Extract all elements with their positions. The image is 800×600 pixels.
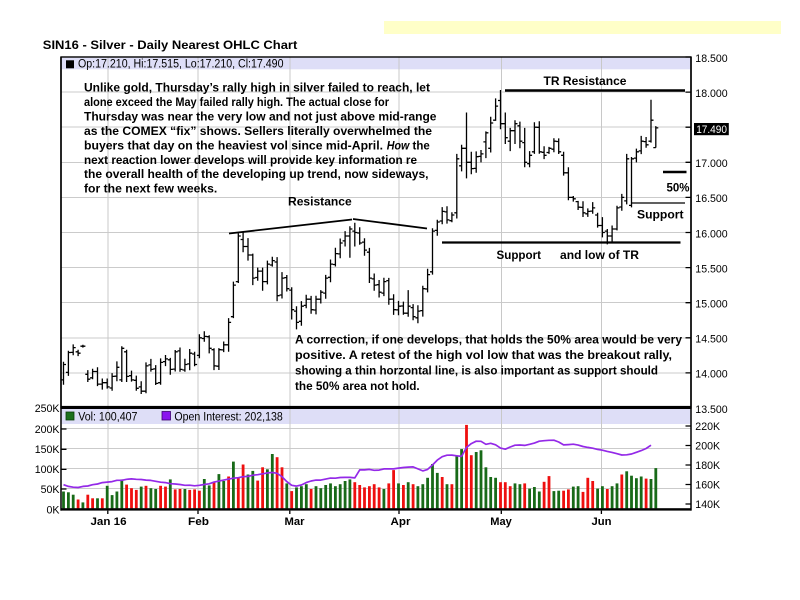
svg-text:Unlike gold, Thursday’s rally: Unlike gold, Thursday’s rally high in si… <box>84 81 430 95</box>
svg-text:next reaction lower develops w: next reaction lower develops will provid… <box>84 153 417 167</box>
svg-text:160K: 160K <box>695 479 720 491</box>
svg-text:Feb: Feb <box>188 516 209 528</box>
svg-text:16.500: 16.500 <box>695 193 728 205</box>
svg-text:250K: 250K <box>35 403 60 415</box>
svg-text:as the COMEX “fix” shows. Sel: as the COMEX “fix” shows. Sellers litera… <box>84 124 432 138</box>
svg-text:A correction, if one develops,: A correction, if one develops, that hold… <box>295 333 682 347</box>
svg-text:the: the <box>413 138 431 152</box>
svg-text:Open Interest: 202,138: Open Interest: 202,138 <box>174 411 282 423</box>
svg-text:18.500: 18.500 <box>695 53 728 65</box>
svg-text:Jan 16: Jan 16 <box>91 516 127 528</box>
svg-text:How: How <box>387 138 410 152</box>
svg-text:140K: 140K <box>695 499 720 511</box>
svg-text:Thursday was near the very low: Thursday was near the very low and not j… <box>84 109 437 123</box>
svg-text:TR Resistance: TR Resistance <box>544 74 627 88</box>
svg-text:for the next few weeks.: for the next few weeks. <box>84 182 217 196</box>
svg-text:100K: 100K <box>35 464 60 476</box>
svg-text:200K: 200K <box>35 424 60 436</box>
svg-text:18.000: 18.000 <box>695 88 728 100</box>
svg-text:15.500: 15.500 <box>695 263 728 275</box>
svg-text:15.000: 15.000 <box>695 299 728 311</box>
svg-text:150K: 150K <box>35 444 60 456</box>
svg-text:Op:17.210, Hi:17.515, Lo:17.21: Op:17.210, Hi:17.515, Lo:17.210, Cl:17.4… <box>78 59 284 71</box>
svg-text:14.500: 14.500 <box>695 334 728 346</box>
svg-text:16.000: 16.000 <box>695 228 728 240</box>
svg-text:0K: 0K <box>47 505 60 517</box>
svg-text:14.000: 14.000 <box>695 369 728 381</box>
svg-text:17.490: 17.490 <box>696 124 727 136</box>
svg-text:50K: 50K <box>41 484 60 496</box>
svg-text:220K: 220K <box>695 421 720 433</box>
svg-text:the 50% area not hold.: the 50% area not hold. <box>295 379 420 393</box>
svg-text:buyers that day on the heavies: buyers that day on the heaviest vol sinc… <box>84 138 383 152</box>
svg-text:SIN16 - Silver - Daily Nearest: SIN16 - Silver - Daily Nearest OHLC Char… <box>43 40 298 52</box>
svg-text:Mar: Mar <box>285 516 306 528</box>
svg-text:showing a thin horzontal line,: showing a thin horzontal line, is also i… <box>295 363 658 377</box>
svg-text:13.500: 13.500 <box>695 404 728 416</box>
svg-text:Support: Support <box>637 208 684 222</box>
svg-text:Support: Support <box>497 248 542 262</box>
svg-text:Vol: 100,407: Vol: 100,407 <box>78 411 137 423</box>
svg-text:17.000: 17.000 <box>695 158 728 170</box>
svg-text:Jun: Jun <box>592 516 612 528</box>
svg-text:May: May <box>490 516 512 528</box>
svg-text:the overall health of the deve: the overall health of the developing up … <box>84 167 429 181</box>
svg-text:50%: 50% <box>667 181 690 195</box>
svg-text:180K: 180K <box>695 460 720 472</box>
svg-text:positive. A retest of the hig: positive. A retest of the high vol low t… <box>295 348 672 362</box>
svg-text:alone exceed the May failed ra: alone exceed the May failed rally high. … <box>84 95 389 109</box>
svg-text:200K: 200K <box>695 440 720 452</box>
svg-text:Resistance: Resistance <box>288 195 352 209</box>
svg-text:and low of TR: and low of TR <box>560 248 639 262</box>
svg-text:Apr: Apr <box>391 516 412 528</box>
